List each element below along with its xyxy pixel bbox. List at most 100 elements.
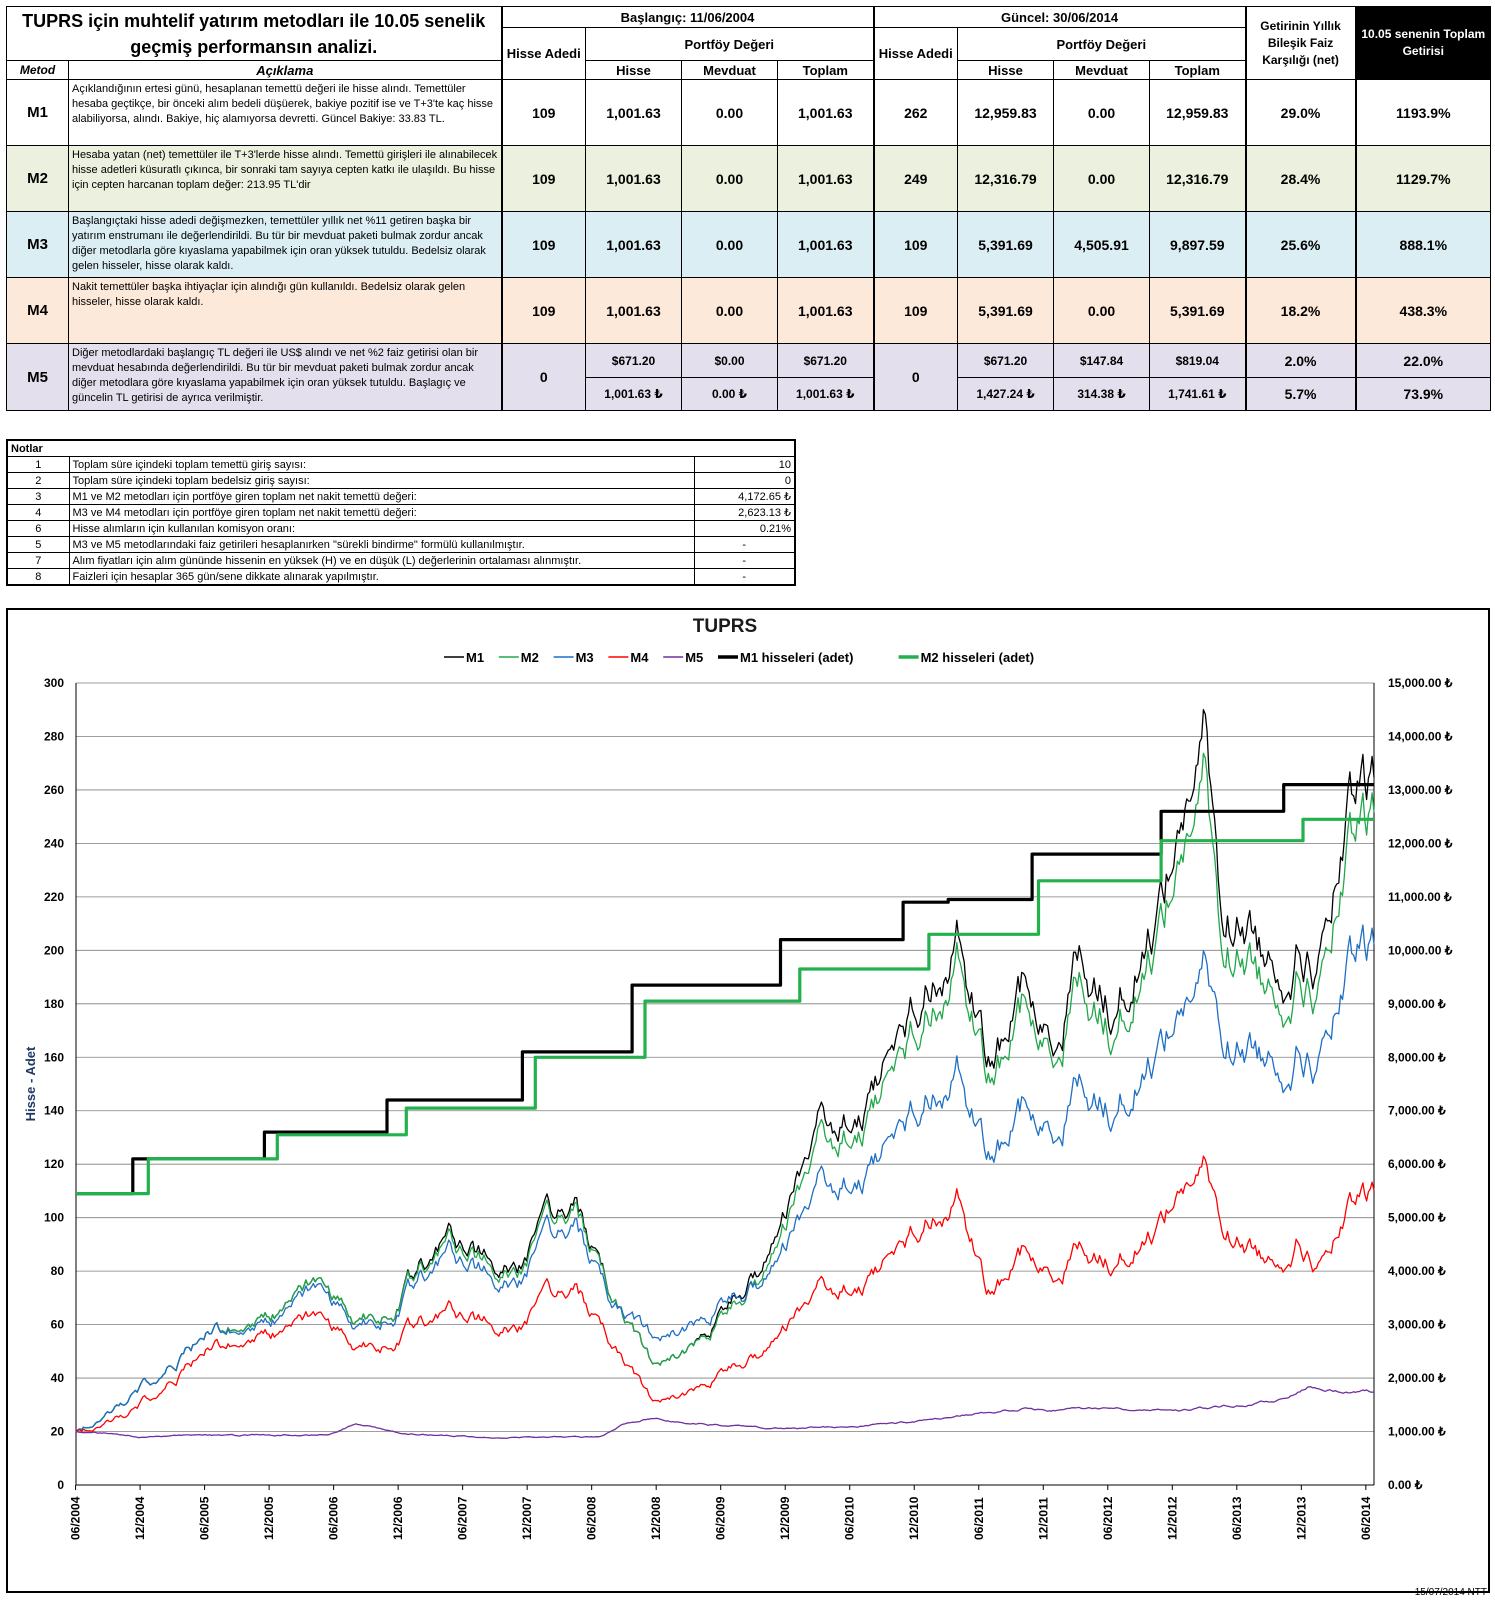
current-toplam: 12,316.79 bbox=[1149, 145, 1247, 212]
start-toplam: 1,001.63 bbox=[776, 211, 875, 278]
x-tick-label: 12/2004 bbox=[133, 1496, 147, 1540]
current-shares: 0 bbox=[872, 343, 959, 411]
annual-return: 28.4% bbox=[1244, 145, 1357, 212]
current-hisse: 5,391.69 bbox=[957, 277, 1055, 344]
start-shares: 109 bbox=[500, 79, 586, 146]
note-number: 1 bbox=[6, 456, 70, 473]
y-tick-label: 160 bbox=[44, 1050, 64, 1064]
method-description: Başlangıçtaki hisse adedi değişmezken, t… bbox=[68, 211, 502, 278]
start-shares-header: Hisse Adedi bbox=[500, 27, 586, 80]
note-row: 3 M1 ve M2 metodları için portföye giren … bbox=[6, 488, 796, 505]
note-value: - bbox=[693, 536, 796, 553]
y-tick-label: 60 bbox=[51, 1318, 65, 1332]
note-text: Faizleri için hesaplar 365 gün/sene dikk… bbox=[68, 568, 695, 586]
method-label: M5 bbox=[6, 343, 69, 411]
current-date-header: Güncel: 30/06/2014 bbox=[872, 6, 1247, 28]
line-chart: TUPRS M1 M2 M3 M4 M5 M1 hisseleri (adet) M2 his… bbox=[23, 616, 1453, 1540]
x-tick-label: 06/2005 bbox=[198, 1496, 212, 1540]
note-row: 6 Hisse alımların için kullanılan komisyo… bbox=[6, 520, 796, 537]
annual-return: 18.2% bbox=[1244, 277, 1357, 344]
start-shares: 109 bbox=[500, 145, 586, 212]
annual-return-usd: 2.0% bbox=[1244, 343, 1357, 378]
x-tick-label: 06/2004 bbox=[69, 1496, 83, 1540]
start-toplam-col: Toplam bbox=[776, 60, 875, 80]
current-shares: 249 bbox=[872, 145, 959, 212]
y2-tick-label: 9,000.00 ₺ bbox=[1388, 997, 1446, 1011]
method-col-header: Metod bbox=[6, 60, 69, 80]
footer-stamp: 15/07/2014 NTT bbox=[1414, 1587, 1487, 1598]
start-hisse-col: Hisse bbox=[585, 60, 682, 80]
series-line-m4 bbox=[75, 1155, 1375, 1433]
x-tick-label: 06/2006 bbox=[327, 1496, 341, 1540]
note-number: 5 bbox=[6, 536, 70, 553]
x-tick-label: 12/2010 bbox=[907, 1496, 921, 1540]
legend-label-1: M2 bbox=[521, 650, 539, 665]
method-description: Nakit temettüler başka ihtiyaçlar için a… bbox=[68, 277, 502, 344]
y2-tick-label: 2,000.00 ₺ bbox=[1388, 1371, 1446, 1385]
note-value: 0.21% bbox=[693, 520, 796, 537]
y2-tick-label: 12,000.00 ₺ bbox=[1388, 836, 1453, 850]
y-tick-label: 220 bbox=[44, 890, 64, 904]
x-tick-label: 06/2011 bbox=[972, 1497, 986, 1540]
total-return-header: 10.05 senenin Toplam Getirisi bbox=[1354, 6, 1492, 80]
x-tick-label: 06/2009 bbox=[714, 1496, 728, 1540]
x-tick-label: 12/2008 bbox=[649, 1496, 663, 1540]
notes-table: Notlar 1 Toplam süre içindeki toplam teme… bbox=[6, 439, 797, 586]
note-number: 3 bbox=[6, 488, 70, 505]
description-col-header: Açıklama bbox=[68, 60, 502, 80]
total-return: 438.3% bbox=[1354, 277, 1492, 344]
y-tick-label: 240 bbox=[44, 836, 64, 850]
x-tick-label: 06/2007 bbox=[456, 1496, 470, 1540]
start-shares: 109 bbox=[500, 211, 586, 278]
total-return: 1193.9% bbox=[1354, 79, 1492, 146]
y-tick-label: 40 bbox=[51, 1371, 65, 1385]
y2-tick-label: 5,000.00 ₺ bbox=[1388, 1211, 1446, 1225]
start-toplam: 1,001.63 bbox=[776, 277, 875, 344]
current-shares: 109 bbox=[872, 277, 959, 344]
y-tick-label: 80 bbox=[51, 1264, 65, 1278]
start-hisse-tl: 1,001.63 ₺ bbox=[585, 377, 682, 411]
note-text: M3 ve M5 metodlarındaki faiz getirileri … bbox=[68, 536, 695, 553]
method-label: M2 bbox=[6, 145, 69, 212]
y-tick-label: 300 bbox=[44, 676, 64, 690]
current-hisse-tl: 1,427.24 ₺ bbox=[957, 377, 1055, 411]
note-text: M3 ve M4 metodları için portföye giren t… bbox=[68, 504, 695, 521]
current-shares-header: Hisse Adedi bbox=[872, 27, 959, 80]
y-tick-label: 140 bbox=[44, 1104, 64, 1118]
start-toplam: 1,001.63 bbox=[776, 145, 875, 212]
current-hisse-col: Hisse bbox=[957, 60, 1055, 80]
start-mevduat-usd: $0.00 bbox=[681, 343, 778, 378]
legend-label-2: M3 bbox=[576, 650, 594, 665]
start-toplam-usd: $671.20 bbox=[776, 343, 875, 378]
note-value: - bbox=[693, 568, 796, 586]
note-number: 7 bbox=[6, 552, 70, 569]
y2-tick-label: 0.00 ₺ bbox=[1388, 1478, 1423, 1492]
current-toplam-tl: 1,741.61 ₺ bbox=[1149, 377, 1247, 411]
current-mevduat-usd: $147.84 bbox=[1053, 343, 1151, 378]
current-toplam-col: Toplam bbox=[1149, 60, 1247, 80]
method-description: Diğer metodlardaki başlangıç TL değeri i… bbox=[68, 343, 502, 411]
legend-label-3: M4 bbox=[630, 650, 649, 665]
x-tick-label: 12/2009 bbox=[778, 1496, 792, 1540]
current-toplam-usd: $819.04 bbox=[1149, 343, 1247, 378]
y-tick-label: 20 bbox=[51, 1425, 65, 1439]
x-tick-label: 06/2008 bbox=[585, 1496, 599, 1540]
start-toplam-tl: 1,001.63 ₺ bbox=[776, 377, 875, 411]
note-text: Alım fiyatları için alım gününde hisseni… bbox=[68, 552, 695, 569]
x-tick-label: 12/2005 bbox=[262, 1496, 276, 1540]
note-row: 2 Toplam süre içindeki toplam bedelsiz gi… bbox=[6, 472, 796, 489]
method-label: M4 bbox=[6, 277, 69, 344]
start-mevduat-tl: 0.00 ₺ bbox=[681, 377, 778, 411]
y-tick-label: 0 bbox=[57, 1478, 64, 1492]
current-mevduat-col: Mevduat bbox=[1053, 60, 1151, 80]
note-number: 2 bbox=[6, 472, 70, 489]
note-text: M1 ve M2 metodları için portföye giren t… bbox=[68, 488, 695, 505]
x-tick-label: 12/2012 bbox=[1165, 1496, 1179, 1540]
current-shares: 109 bbox=[872, 211, 959, 278]
table-row: M3 Başlangıçtaki hisse adedi değişmezken… bbox=[6, 211, 1492, 278]
start-shares: 0 bbox=[500, 343, 586, 411]
x-tick-label: 12/2006 bbox=[391, 1496, 405, 1540]
method-description: Hesaba yatan (net) temettüler ile T+3'le… bbox=[68, 145, 502, 212]
x-tick-label: 12/2011 bbox=[1036, 1497, 1050, 1540]
notes-title: Notlar bbox=[6, 439, 796, 457]
